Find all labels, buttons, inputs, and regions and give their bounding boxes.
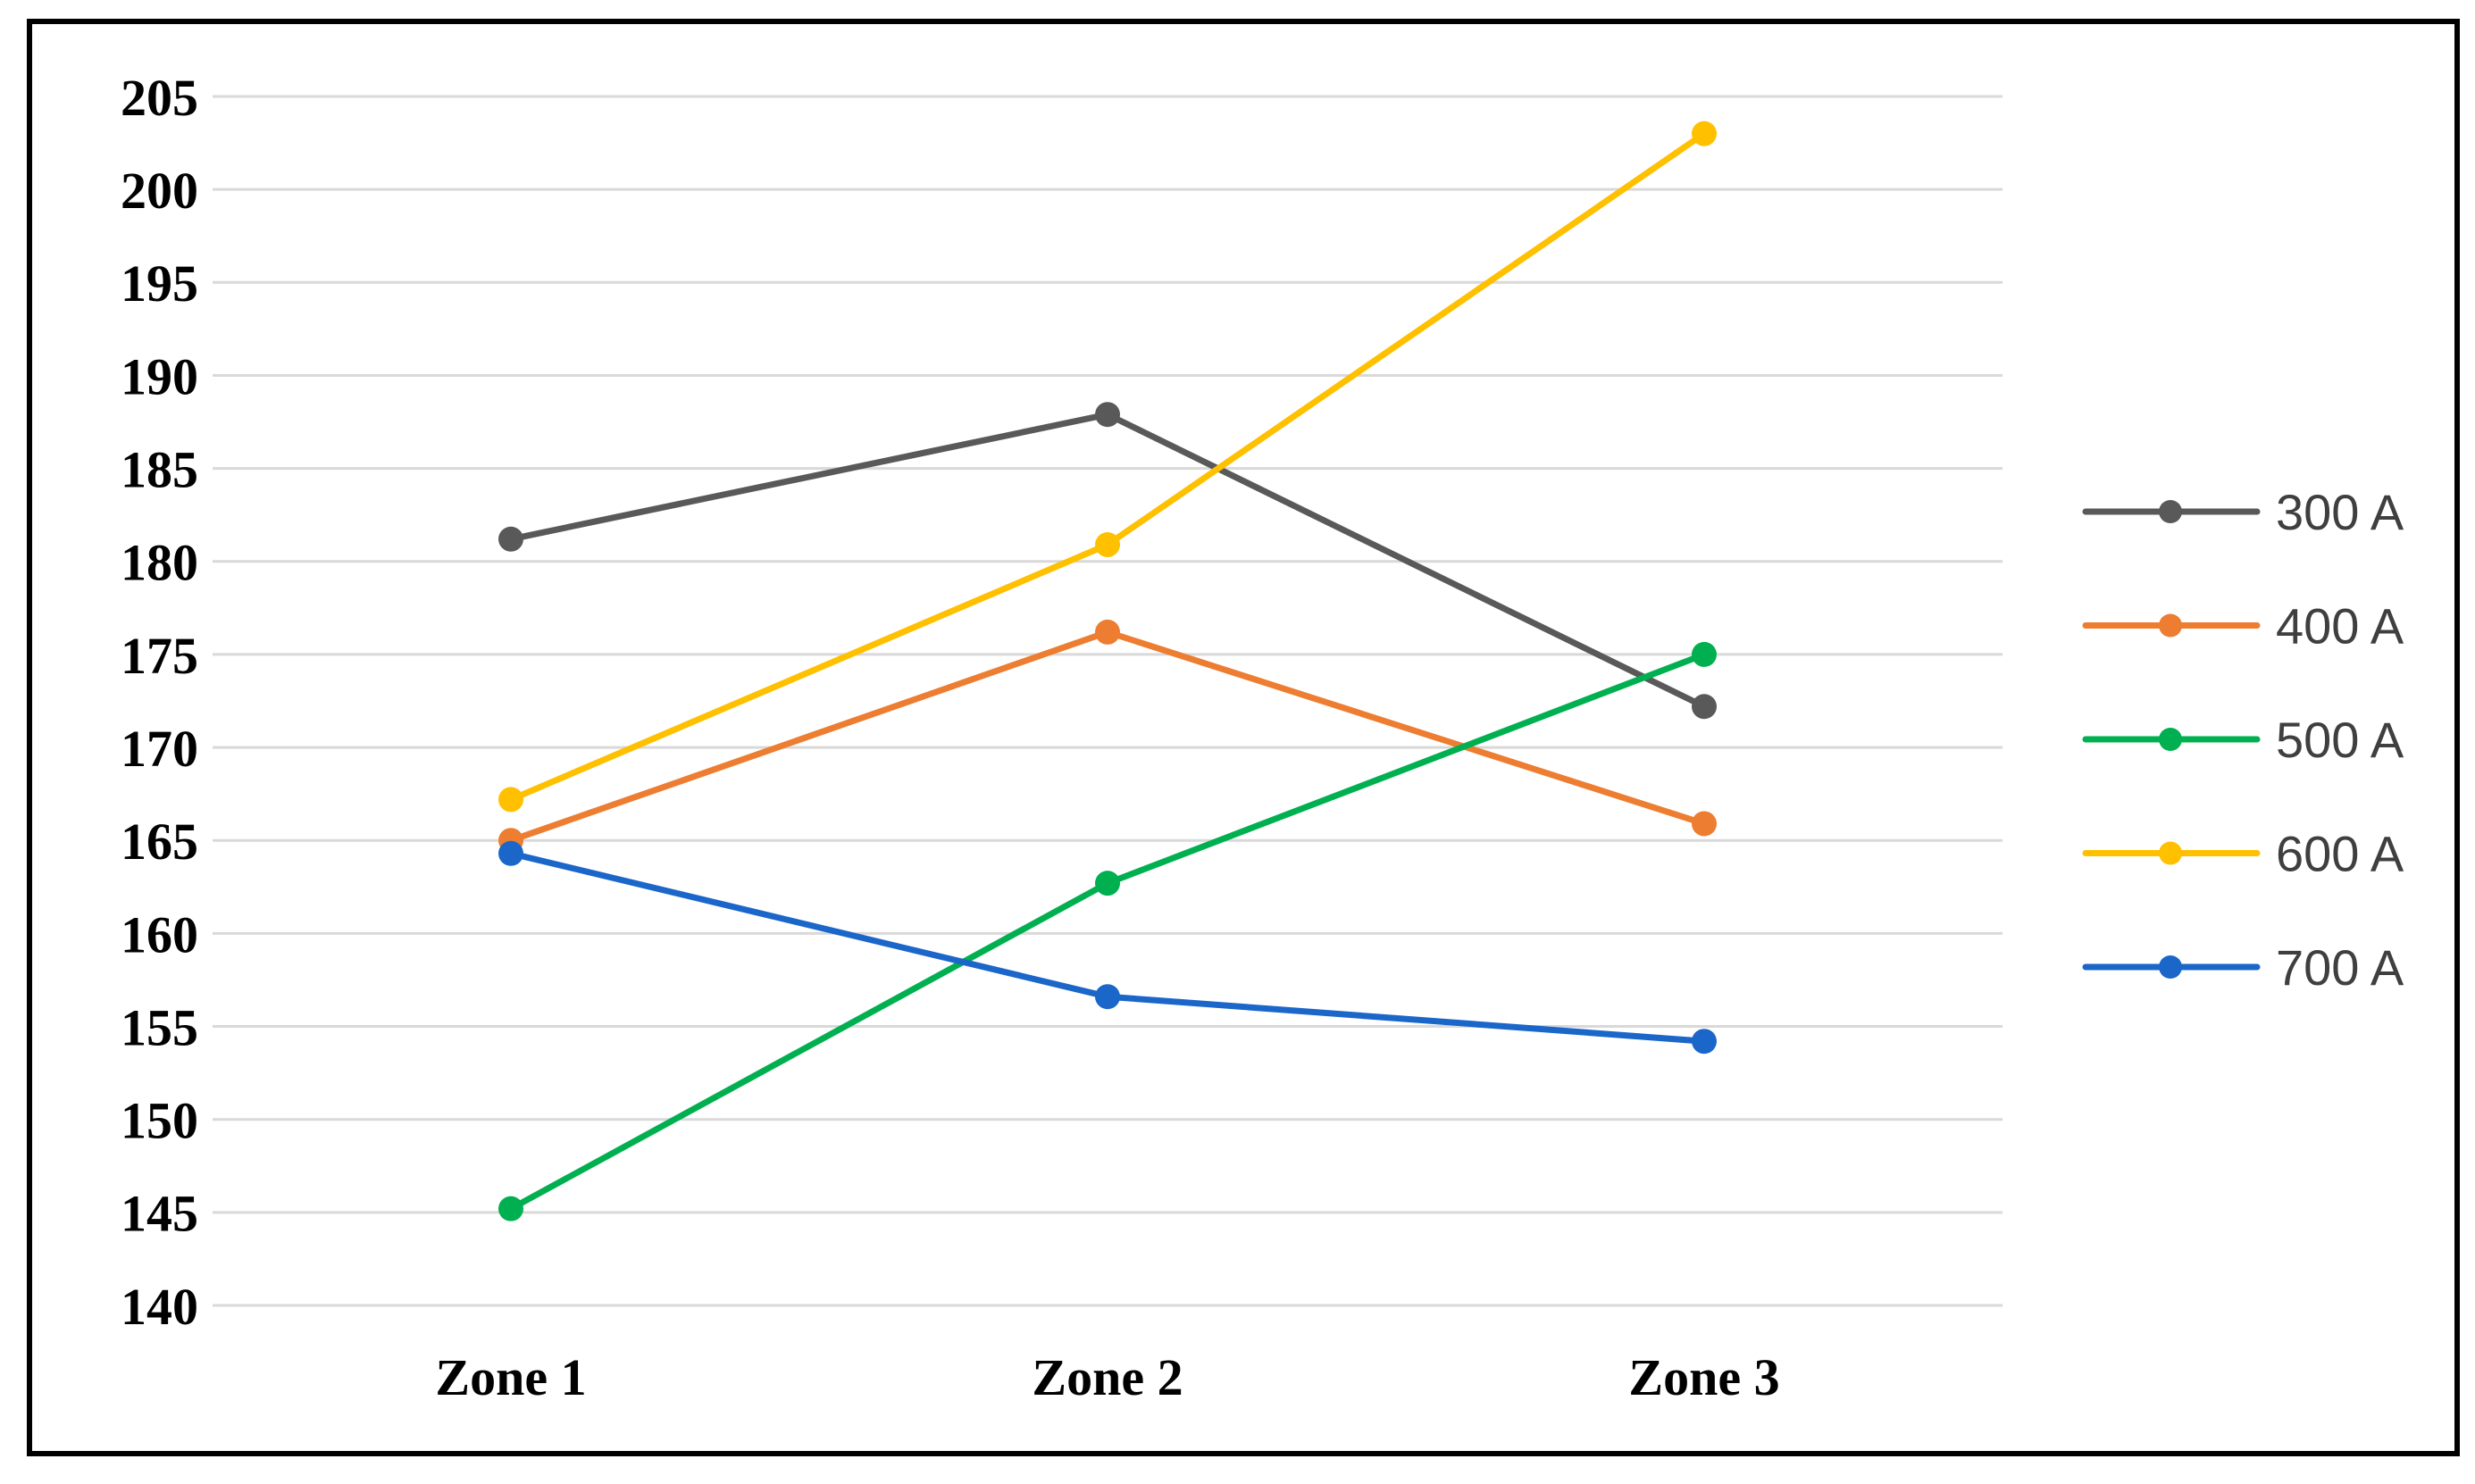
data-point-marker: [1095, 402, 1120, 428]
legend-item-300-A: 300 A: [2082, 484, 2404, 540]
data-point-marker: [1692, 811, 1717, 837]
legend-item-400-A: 400 A: [2082, 598, 2404, 654]
y-axis-tick-labels: 140 145 150 155 160 165 170 175 180 185 190 195 200 2…: [121, 69, 198, 1336]
legend-label: 300 A: [2276, 484, 2404, 540]
legend-label: 400 A: [2276, 598, 2404, 654]
y-tick-label: 140: [121, 1278, 198, 1336]
x-category-label: Zone 3: [1628, 1348, 1779, 1406]
legend-marker-icon: [2159, 841, 2182, 865]
y-tick-label: 180: [121, 534, 198, 592]
legend-marker-icon: [2159, 500, 2182, 523]
y-tick-label: 175: [121, 627, 198, 685]
y-tick-label: 155: [121, 998, 198, 1056]
data-point-marker: [498, 840, 523, 866]
y-tick-label: 185: [121, 440, 198, 498]
data-point-marker: [1095, 984, 1120, 1010]
legend-marker-icon: [2159, 613, 2182, 638]
legend-item-600-A: 600 A: [2082, 826, 2404, 882]
legend-marker-icon: [2159, 728, 2182, 751]
legend-marker-icon: [2159, 955, 2182, 979]
data-point-marker: [1692, 1029, 1717, 1055]
y-tick-label: 170: [121, 720, 198, 778]
series-700-A: [498, 840, 1717, 1055]
data-point-marker: [1692, 694, 1717, 720]
y-tick-label: 165: [121, 813, 198, 871]
x-category-label: Zone 1: [435, 1348, 586, 1406]
y-tick-label: 150: [121, 1092, 198, 1150]
data-point-marker: [498, 787, 523, 813]
y-tick-label: 190: [121, 347, 198, 405]
legend-item-700-A: 700 A: [2082, 939, 2404, 996]
gridlines-group: [213, 95, 2003, 1307]
figure-border: [27, 19, 2460, 1456]
legend: 300 A 400 A 500 A 600 A 700 A: [2082, 484, 2404, 996]
y-tick-label: 195: [121, 254, 198, 313]
legend-label: 500 A: [2276, 712, 2404, 768]
data-point-marker: [1692, 641, 1717, 667]
legend-item-500-A: 500 A: [2082, 712, 2404, 768]
legend-label: 600 A: [2276, 826, 2404, 882]
series-600-A: [498, 121, 1717, 813]
y-tick-label: 160: [121, 905, 198, 963]
legend-label: 700 A: [2276, 939, 2404, 996]
y-tick-label: 205: [121, 69, 198, 127]
data-point-marker: [1095, 619, 1120, 645]
series-500-A: [498, 641, 1717, 1221]
x-category-label: Zone 2: [1032, 1348, 1183, 1406]
y-tick-label: 145: [121, 1185, 198, 1243]
data-point-marker: [1692, 121, 1717, 146]
x-axis-category-labels: Zone 1 Zone 2 Zone 3: [435, 1348, 1779, 1406]
y-tick-label: 200: [121, 162, 198, 220]
data-point-marker: [498, 1196, 523, 1221]
series-300-A: [498, 402, 1717, 720]
data-point-marker: [1095, 871, 1120, 896]
data-point-marker: [498, 526, 523, 552]
data-point-marker: [1095, 532, 1120, 558]
